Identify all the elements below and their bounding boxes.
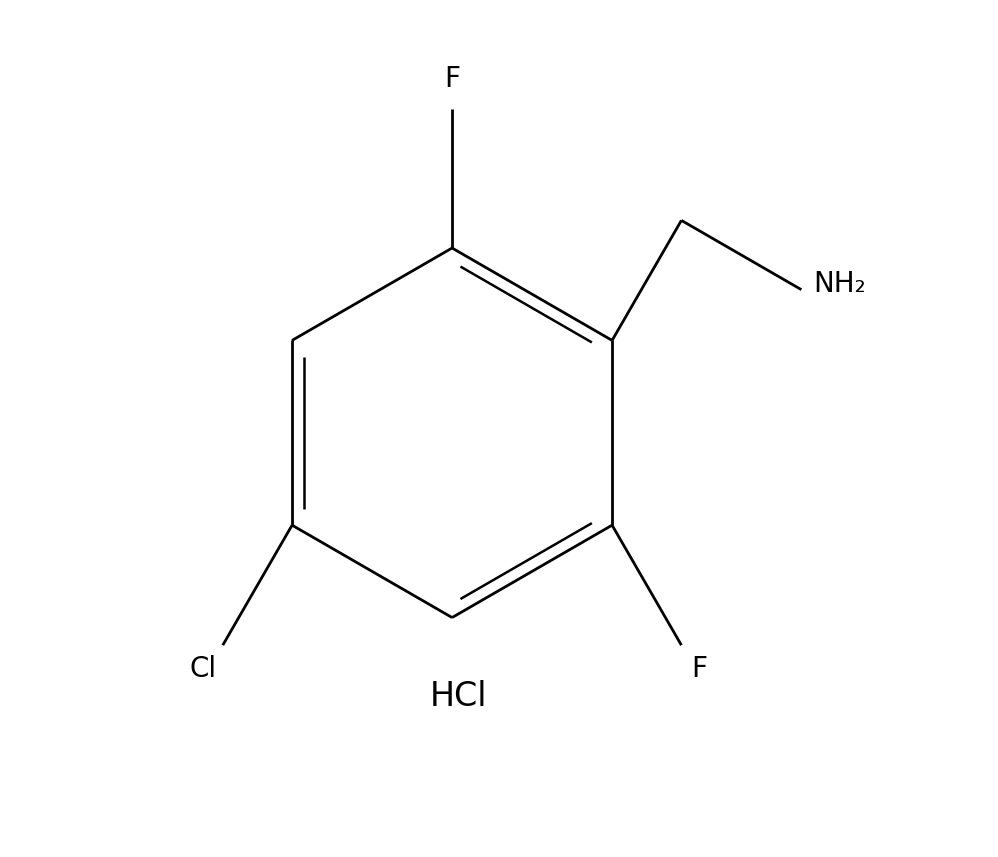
Text: F: F [692,655,708,683]
Text: Cl: Cl [189,655,217,683]
Text: HCl: HCl [430,680,487,713]
Text: NH₂: NH₂ [813,271,866,298]
Text: F: F [444,65,460,93]
